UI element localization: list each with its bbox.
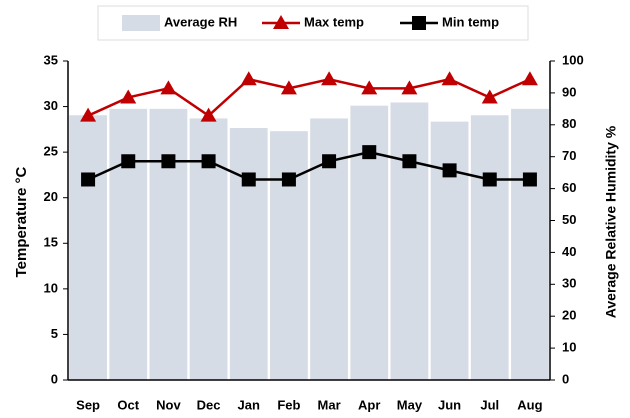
- point: [401, 80, 418, 95]
- y2-tick-label: 80: [562, 116, 576, 131]
- y-tick-label: 15: [44, 235, 58, 250]
- y-tick-label: 0: [51, 371, 58, 386]
- y2-tick-label: 40: [562, 244, 576, 259]
- legend-marker: [412, 16, 426, 30]
- y-tick-label: 25: [44, 144, 58, 159]
- point: [160, 80, 177, 95]
- y2-tick-label: 50: [562, 212, 576, 227]
- point: [441, 71, 458, 86]
- bar: [270, 131, 308, 380]
- bar: [390, 102, 429, 380]
- point: [120, 89, 137, 104]
- point: [281, 172, 296, 187]
- point: [161, 154, 176, 169]
- y-tick-label: 10: [44, 280, 58, 295]
- y2-tick-label: 60: [562, 180, 576, 195]
- x-tick-label: Nov: [156, 397, 181, 412]
- point: [241, 172, 256, 187]
- y2-tick-label: 0: [562, 371, 569, 386]
- point: [402, 154, 417, 169]
- y2-tick-label: 10: [562, 340, 576, 355]
- point: [240, 71, 257, 86]
- bar: [430, 121, 469, 381]
- bar: [229, 127, 268, 381]
- y2-tick-label: 100: [562, 52, 584, 67]
- x-tick-label: Jun: [438, 397, 461, 412]
- legend-label: Average RH: [164, 14, 237, 29]
- point: [81, 172, 96, 187]
- x-tick-label: Dec: [197, 397, 221, 412]
- bar: [149, 108, 188, 380]
- y-tick-label: 20: [44, 189, 58, 204]
- point: [521, 71, 538, 86]
- point: [481, 89, 498, 104]
- point: [121, 154, 136, 169]
- x-tick-label: Jul: [480, 397, 499, 412]
- point: [321, 71, 338, 86]
- legend-label: Min temp: [442, 14, 499, 29]
- x-tick-label: Feb: [277, 397, 300, 412]
- y-axis-label: Temperature °C: [13, 166, 30, 277]
- point: [200, 107, 217, 122]
- point: [362, 145, 377, 160]
- bar: [470, 115, 509, 380]
- legend-marker: [273, 15, 289, 29]
- x-tick-label: Apr: [358, 397, 380, 412]
- x-tick-label: Jan: [238, 397, 260, 412]
- y2-tick-label: 30: [562, 276, 576, 291]
- point: [522, 172, 537, 187]
- y2-tick-label: 70: [562, 148, 576, 163]
- bar: [511, 108, 549, 380]
- x-tick-label: Sep: [76, 397, 100, 412]
- legend-box: [97, 5, 529, 41]
- y2-tick-label: 90: [562, 84, 576, 99]
- point: [201, 154, 216, 169]
- legend-swatch: [122, 15, 160, 31]
- line: [87, 77, 531, 118]
- point: [361, 80, 378, 95]
- point: [482, 172, 497, 187]
- x-tick-label: May: [397, 397, 423, 412]
- legend-label: Max temp: [304, 14, 364, 29]
- bar: [69, 115, 107, 380]
- x-tick-label: Oct: [117, 397, 139, 412]
- x-tick-label: Aug: [517, 397, 542, 412]
- point: [442, 163, 457, 178]
- y-tick-label: 35: [44, 52, 58, 67]
- y2-axis-label: Average Relative Humidity %: [603, 125, 619, 318]
- point: [280, 80, 297, 95]
- x-tick-label: Mar: [318, 397, 341, 412]
- point: [80, 107, 97, 122]
- y-tick-label: 5: [51, 326, 58, 341]
- bar: [109, 108, 148, 380]
- point: [322, 154, 337, 169]
- y-tick-label: 30: [44, 98, 58, 113]
- y2-tick-label: 20: [562, 308, 576, 323]
